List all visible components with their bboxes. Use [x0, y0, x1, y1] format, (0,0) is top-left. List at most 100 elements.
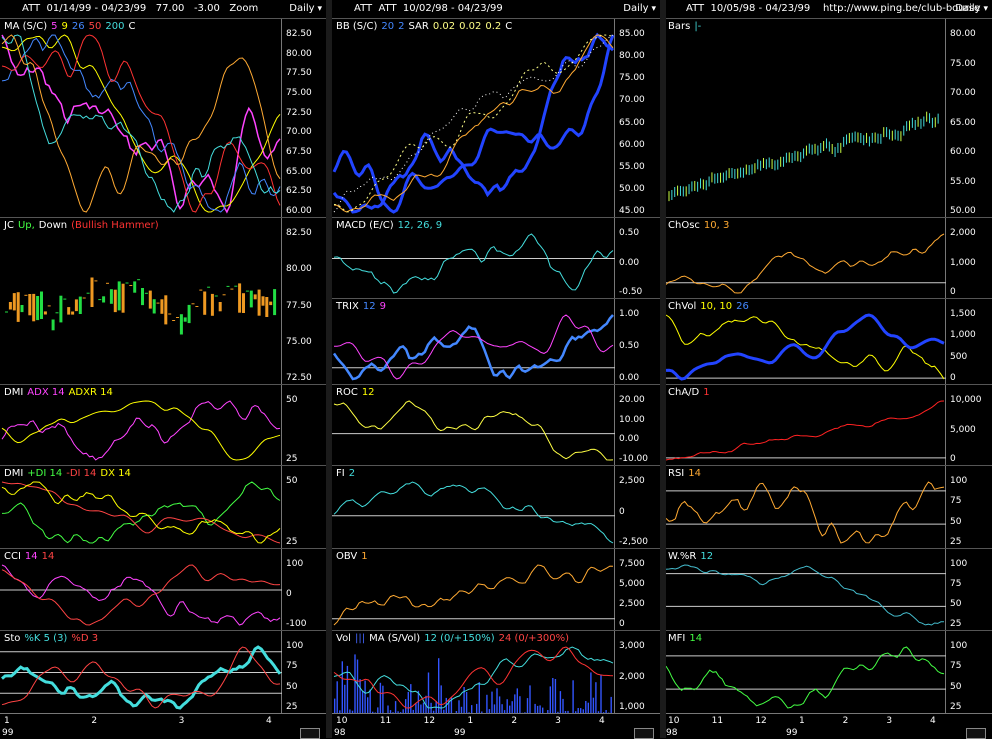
axis-tick-label: 500: [950, 352, 967, 362]
axis-tick-label: 25: [286, 454, 297, 464]
indicator-line: [2, 35, 280, 212]
label-segment: ChA/D: [668, 387, 699, 398]
indicator-plot: [0, 19, 282, 218]
scroll-grip-icon[interactable]: [966, 728, 986, 739]
axis-tick-label: 1,500: [950, 309, 976, 319]
volume-bar: [466, 692, 467, 714]
label-segment: 10, 10: [700, 301, 732, 312]
column-splitter[interactable]: [660, 0, 666, 738]
candle: [215, 296, 218, 297]
time-tick-label: 12: [424, 716, 435, 726]
time-tick-label: 11: [380, 716, 391, 726]
label-segment: 10, 3: [704, 220, 729, 231]
label-segment: C: [128, 21, 135, 32]
scroll-grip-icon[interactable]: [300, 728, 320, 739]
column-splitter[interactable]: [326, 0, 332, 738]
indicator-line: [666, 401, 944, 460]
volume-bar: [359, 679, 360, 714]
chart-title: ATT ATT 10/02/98 - 04/23/99: [354, 3, 503, 14]
chart-title: ATT 10/05/98 - 04/23/99 http://www.ping.…: [686, 3, 980, 14]
axis-tick-label: 70.00: [950, 88, 976, 98]
candle: [63, 299, 66, 300]
label-segment: 0.02: [433, 21, 455, 32]
indicator-panel[interactable]: Vol|||MA (S/Vol)12 (0/+150%)24 (0/+300%)…: [332, 630, 660, 714]
axis-tick-label: 70.00: [286, 127, 312, 137]
period-dropdown[interactable]: Daily: [623, 3, 656, 14]
time-tick-label: 2: [91, 716, 97, 726]
axis-tick-label: 0: [619, 507, 625, 517]
axis-tick-label: 75.00: [619, 73, 645, 83]
candle: [13, 293, 16, 310]
axis-tick-label: 65.00: [286, 167, 312, 177]
period-dropdown[interactable]: Daily: [289, 3, 322, 14]
axis-tick-label: 3,000: [619, 641, 645, 651]
period-dropdown[interactable]: Daily: [955, 3, 988, 14]
axis-tick-label: 100: [950, 641, 967, 651]
label-segment: |-: [694, 21, 701, 32]
axis-tick-label: 70.00: [619, 95, 645, 105]
plot-area[interactable]: Sto%K 5 (3)%D 3: [0, 631, 282, 714]
axis-tick-label: 10,000: [950, 395, 982, 405]
label-segment: 12, 26, 9: [398, 220, 443, 231]
candle: [32, 294, 35, 321]
candle: [98, 299, 101, 300]
plot-area[interactable]: Bars|-: [664, 19, 946, 218]
axis-tick-label: 75: [950, 496, 961, 506]
axis-tick-label: -100: [286, 619, 306, 629]
axis-tick-label: 0: [950, 373, 956, 383]
axis-tick-label: 10.00: [619, 415, 645, 425]
time-tick-label: 4: [930, 716, 936, 726]
scroll-grip-icon[interactable]: [634, 728, 654, 739]
axis-tick-label: 82.50: [286, 228, 312, 238]
candle: [219, 302, 222, 311]
axis-tick-label: 55.00: [619, 162, 645, 172]
candle: [273, 289, 276, 315]
plot-area[interactable]: Vol|||MA (S/Vol)12 (0/+150%)24 (0/+300%): [332, 631, 615, 714]
plot-area[interactable]: MACD (E/C)12, 26, 9: [332, 218, 615, 299]
volume-bar: [347, 666, 348, 714]
axis-tick-label: 72.50: [286, 373, 312, 383]
axis-tick-label: 2,500: [619, 599, 645, 609]
label-segment: FI: [336, 468, 345, 479]
axis-tick-label: 0.00: [619, 258, 639, 268]
label-segment: BB (S/C): [336, 21, 377, 32]
axis-tick-label: 60.00: [286, 206, 312, 216]
